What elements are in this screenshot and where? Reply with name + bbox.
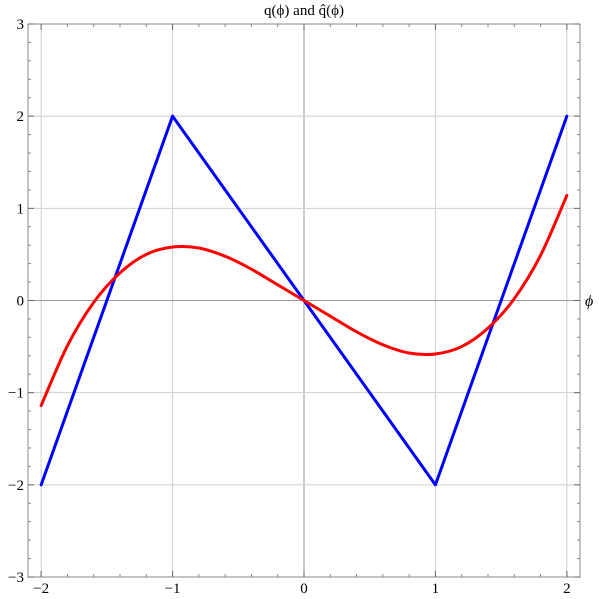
x-axis-label: ϕ xyxy=(585,293,593,310)
series-q-hat-line xyxy=(39,193,569,408)
chart-title: q(ϕ) and q̂(ϕ) xyxy=(264,3,344,19)
y-tick-label-5: 2 xyxy=(17,109,25,125)
y-tick-label-0: −3 xyxy=(8,570,24,586)
series-layer xyxy=(39,114,569,487)
x-tick-label-4: 2 xyxy=(563,581,571,597)
y-tick-label-4: 1 xyxy=(17,201,25,217)
y-tick-label-3: 0 xyxy=(17,294,25,310)
x-tick-label-3: 1 xyxy=(432,581,440,597)
x-tick-label-2: 0 xyxy=(300,581,308,597)
y-tick-label-6: 3 xyxy=(17,17,25,33)
x-tick-label-1: −1 xyxy=(165,581,181,597)
y-tick-label-2: −1 xyxy=(8,386,24,402)
frame-layer xyxy=(27,23,581,578)
x-tick-label-0: −2 xyxy=(33,581,49,597)
y-tick-label-1: −2 xyxy=(8,478,24,494)
label-layer: −2 −1 0 1 2 −3 −2 −1 0 1 2 3 xyxy=(8,17,571,597)
